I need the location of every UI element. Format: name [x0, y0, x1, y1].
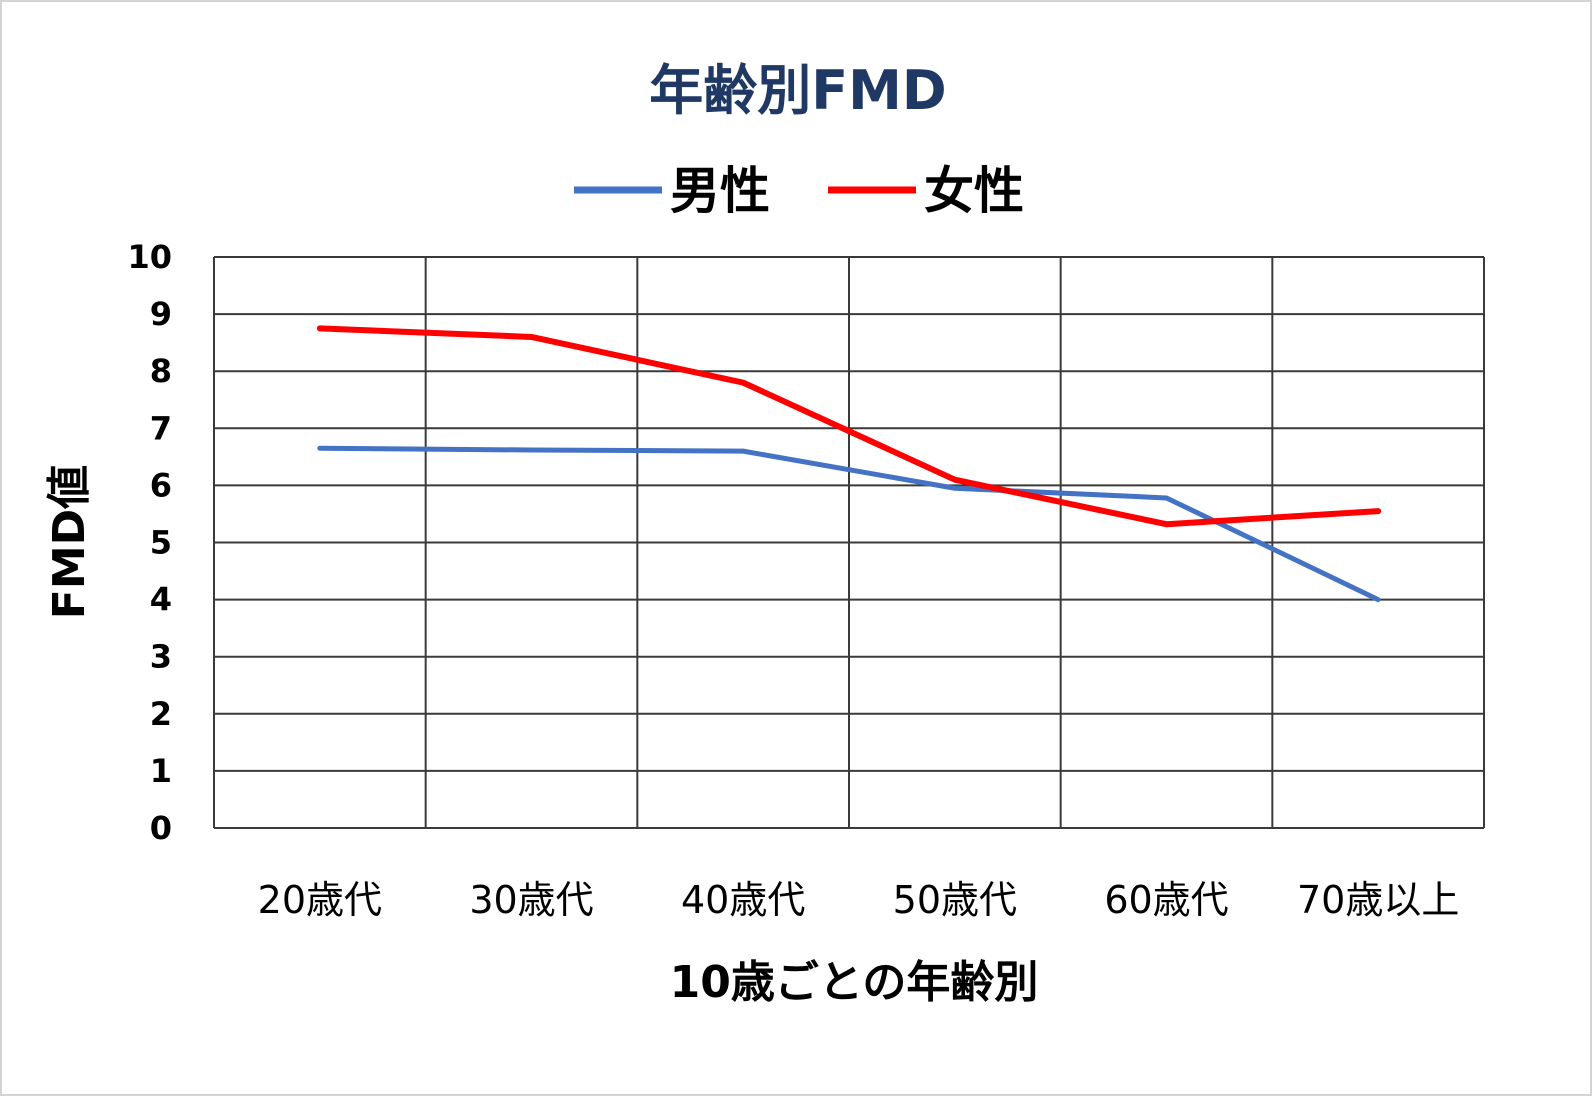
y-axis-ticks: 0 1 2 3 4 5 6 7 8 9 10: [127, 238, 172, 847]
plot-grid: [213, 256, 1485, 829]
y-tick-label: 4: [150, 581, 172, 619]
legend-label: 男性: [670, 162, 770, 220]
y-tick-label: 9: [150, 295, 172, 333]
x-tick-label: 70歳以上: [1297, 878, 1459, 922]
x-tick-label: 60歳代: [1104, 878, 1228, 922]
y-tick-label: 1: [150, 752, 172, 790]
series-line: [317, 445, 1381, 603]
x-tick-label: 50歳代: [893, 878, 1017, 922]
y-tick-label: 8: [150, 352, 172, 390]
y-tick-label: 5: [150, 524, 172, 562]
x-tick-label: 40歳代: [681, 878, 805, 922]
y-tick-label: 0: [150, 809, 172, 847]
y-tick-label: 10: [127, 238, 172, 276]
y-tick-label: 2: [150, 695, 172, 733]
legend: 男性 女性: [574, 162, 1024, 220]
y-tick-label: 6: [150, 466, 172, 504]
x-axis-ticks: 20歳代 30歳代 40歳代 50歳代 60歳代 70歳以上: [258, 878, 1460, 922]
y-tick-label: 3: [150, 638, 172, 676]
x-axis-title: 10歳ごとの年齢別: [670, 957, 1039, 1008]
series-lines: [316, 325, 1382, 603]
y-tick-label: 7: [150, 409, 172, 447]
x-tick-label: 20歳代: [258, 878, 382, 922]
y-axis-title: FMD値: [44, 465, 95, 619]
chart-title: 年齢別FMD: [649, 59, 946, 122]
legend-label: 女性: [924, 162, 1024, 220]
series-line: [316, 325, 1382, 528]
x-tick-label: 30歳代: [469, 878, 593, 922]
